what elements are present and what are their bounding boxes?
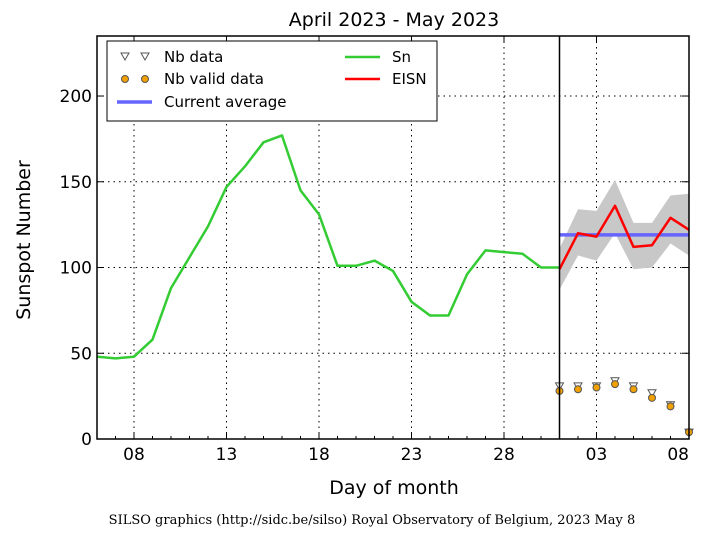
plot-area: 08 13 18 23 28 03 08 0 50 100 150 200: [60, 35, 694, 465]
legend-entry-nb-data: Nb data: [120, 48, 223, 66]
nb-valid-data-point: [629, 385, 638, 394]
y-tick-label: 0: [81, 430, 92, 450]
nb-valid-data-point: [648, 393, 656, 402]
x-tick-label: 18: [308, 445, 330, 465]
axis-ticks: 08 13 18 23 28 03 08 0 50 100 150 200: [60, 36, 690, 465]
nb-valid-data-point: [592, 383, 601, 392]
legend-label-nb-data: Nb data: [164, 48, 223, 66]
credit-line: SILSO graphics (http://sidc.be/silso) Ro…: [109, 513, 636, 528]
x-tick-label: 08: [667, 445, 689, 465]
y-tick-label: 100: [60, 259, 92, 279]
legend: Nb data Nb valid data Current average Sn…: [106, 40, 438, 122]
legend-nb-data-marker-1: [120, 52, 130, 62]
legend-entry-sn: Sn: [345, 48, 411, 66]
legend-label-current-average: Current average: [164, 93, 287, 111]
y-tick-label: 50: [70, 344, 92, 364]
legend-entry-eisn: EISN: [345, 70, 427, 88]
x-tick-label: 28: [493, 445, 515, 465]
nb-data-point: [647, 389, 657, 398]
chart-title: April 2023 - May 2023: [289, 9, 499, 31]
legend-nb-valid-marker-2: [141, 75, 149, 83]
legend-label-eisn: EISN: [392, 70, 427, 88]
series: [96, 134, 690, 360]
legend-entry-nb-valid-data: Nb valid data: [121, 70, 264, 88]
y-axis-label: Sunspot Number: [13, 160, 35, 320]
legend-label-sn: Sn: [392, 48, 411, 66]
nb-valid-data-point: [611, 380, 619, 389]
x-tick-label: 03: [586, 445, 608, 465]
legend-frame: [106, 40, 438, 122]
x-tick-label: 08: [123, 445, 145, 465]
data-count-markers: [554, 377, 694, 438]
y-tick-label: 200: [60, 87, 92, 107]
y-tick-label: 150: [60, 173, 92, 193]
nb-valid-data-point: [574, 385, 582, 394]
legend-label-nb-valid-data: Nb valid data: [164, 70, 264, 88]
sn-line: [96, 134, 560, 360]
x-tick-label: 13: [216, 445, 238, 465]
nb-valid-data-point: [666, 402, 675, 411]
legend-entry-current-average: Current average: [117, 93, 287, 111]
x-axis-label: Day of month: [329, 477, 459, 499]
eisn-line: [558, 204, 690, 270]
legend-nb-data-marker-2: [140, 52, 150, 62]
x-tick-label: 23: [401, 445, 423, 465]
legend-nb-valid-marker-1: [121, 75, 129, 83]
